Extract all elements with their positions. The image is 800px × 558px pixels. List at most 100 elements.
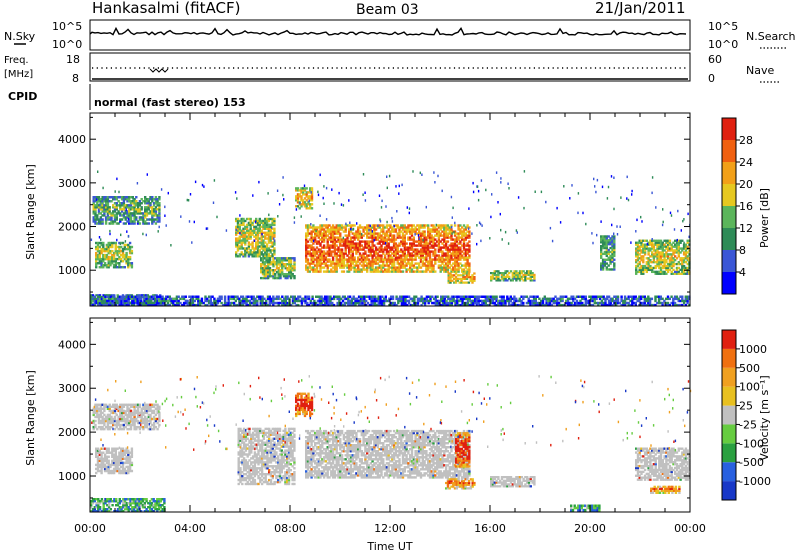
speckle bbox=[326, 187, 327, 190]
echo-cell bbox=[642, 261, 644, 263]
speckle bbox=[374, 239, 375, 242]
echo-cell bbox=[185, 296, 187, 299]
speckle bbox=[273, 237, 274, 240]
speckle bbox=[399, 185, 400, 188]
speckle bbox=[591, 232, 592, 235]
speckle bbox=[318, 194, 319, 197]
speckle bbox=[500, 181, 501, 184]
nave-tick-top: 60 bbox=[708, 53, 722, 66]
echo-cell bbox=[311, 203, 313, 205]
speckle bbox=[578, 192, 579, 195]
speckle bbox=[255, 221, 256, 224]
nsky-trace bbox=[90, 28, 686, 35]
speckle bbox=[652, 176, 653, 179]
speckle bbox=[472, 182, 473, 185]
speckle bbox=[631, 193, 632, 196]
speckle bbox=[423, 239, 424, 242]
speckle bbox=[507, 183, 508, 186]
echo-cell bbox=[473, 280, 475, 282]
speckle bbox=[350, 228, 351, 231]
speckle bbox=[387, 187, 388, 190]
speckle bbox=[552, 240, 553, 243]
echo-cell bbox=[135, 196, 137, 198]
speckle bbox=[345, 223, 346, 226]
speckle bbox=[571, 184, 572, 187]
echo-cell bbox=[646, 271, 648, 273]
speckle bbox=[304, 185, 305, 188]
freq-tick-top: 18 bbox=[66, 53, 80, 66]
speckle bbox=[473, 191, 474, 194]
echo-cell bbox=[651, 298, 653, 301]
echo-cell bbox=[311, 207, 313, 209]
speckle bbox=[563, 185, 564, 188]
speckle bbox=[608, 186, 609, 189]
echo-cell bbox=[468, 262, 470, 264]
station-title: Hankasalmi (fitACF) bbox=[92, 0, 240, 17]
speckle bbox=[600, 220, 601, 223]
speckle bbox=[663, 221, 664, 224]
speckle bbox=[395, 185, 396, 188]
echo-cell bbox=[308, 296, 310, 299]
nsearch-tick-bottom: 10^0 bbox=[708, 38, 738, 51]
echo-region bbox=[235, 218, 276, 258]
speckle bbox=[380, 220, 381, 223]
echo-cell bbox=[468, 230, 470, 232]
speckle bbox=[535, 191, 536, 194]
speckle bbox=[161, 188, 162, 191]
speckle bbox=[630, 241, 631, 244]
speckle bbox=[190, 193, 191, 196]
echo-cell bbox=[121, 218, 123, 220]
echo-cell bbox=[660, 240, 662, 242]
speckle bbox=[282, 176, 283, 179]
speckle bbox=[315, 230, 316, 233]
speckle bbox=[478, 199, 479, 202]
echo-region bbox=[600, 235, 615, 270]
echo-region bbox=[635, 240, 691, 275]
echo-cell bbox=[102, 242, 104, 244]
nsky-tick-top: 10^5 bbox=[52, 20, 82, 33]
speckle bbox=[414, 233, 415, 236]
echo-cell bbox=[434, 248, 436, 250]
echo-cell bbox=[158, 196, 160, 198]
echo-cell bbox=[649, 259, 651, 261]
freq-jitter bbox=[150, 69, 168, 72]
speckle bbox=[453, 231, 454, 234]
echo-cell bbox=[468, 254, 470, 256]
speckle bbox=[596, 234, 597, 237]
speckle bbox=[170, 244, 171, 247]
speckle bbox=[452, 216, 453, 219]
speckle bbox=[671, 214, 672, 217]
speckle bbox=[508, 242, 509, 245]
speckle bbox=[283, 198, 284, 201]
speckle bbox=[451, 226, 452, 229]
speckle bbox=[607, 197, 608, 200]
echo-cell bbox=[450, 228, 452, 230]
speckle bbox=[419, 238, 420, 241]
echo-cell bbox=[197, 296, 199, 299]
echo-cell bbox=[393, 234, 395, 236]
speckle bbox=[370, 225, 371, 228]
nsearch-tick-top: 10^5 bbox=[708, 20, 738, 33]
echo-cell bbox=[120, 246, 122, 248]
echo-cell bbox=[131, 262, 133, 264]
speckle bbox=[420, 172, 421, 175]
echo-cell bbox=[672, 269, 674, 271]
speckle bbox=[363, 173, 364, 176]
speckle bbox=[524, 170, 525, 173]
speckle bbox=[556, 207, 557, 210]
speckle bbox=[396, 210, 397, 213]
echo-cell bbox=[250, 218, 252, 220]
speckle bbox=[361, 233, 362, 236]
echo-cell bbox=[353, 224, 355, 226]
speckle bbox=[187, 199, 188, 202]
speckle bbox=[611, 224, 612, 227]
speckle bbox=[409, 212, 410, 215]
echo-cell bbox=[608, 264, 610, 266]
echo-cell bbox=[345, 230, 347, 232]
speckle bbox=[166, 224, 167, 227]
speckle bbox=[636, 219, 637, 222]
echo-cell bbox=[653, 246, 655, 248]
speckle bbox=[313, 240, 314, 243]
